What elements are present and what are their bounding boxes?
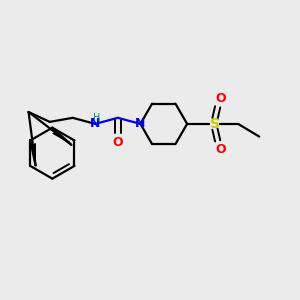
Text: H: H [93,112,100,122]
Text: O: O [216,143,226,156]
Text: N: N [90,117,101,130]
Text: S: S [210,117,220,131]
Text: N: N [135,117,146,130]
Text: O: O [216,92,226,105]
Text: O: O [112,136,123,149]
